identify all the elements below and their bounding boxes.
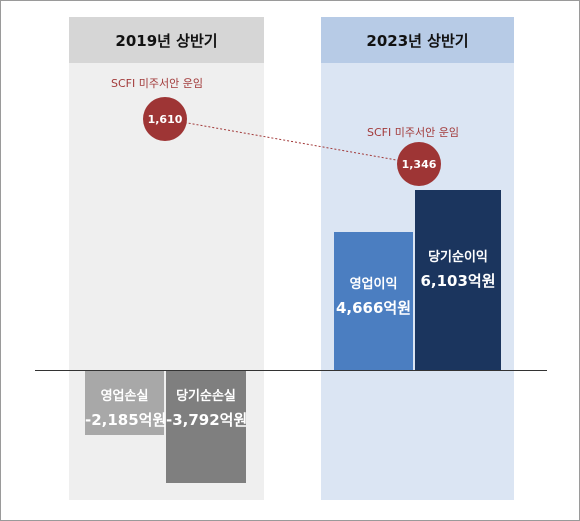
bar-value-operating-loss: -2,185억원 — [85, 411, 167, 429]
bar-label-operating-loss: 영업손실 — [100, 389, 149, 404]
panel-2019-title: 2019년 상반기 — [69, 17, 264, 63]
bar-operating-profit: 영업이익 4,666억원 — [334, 232, 413, 370]
bar-net-profit: 당기순이익 6,103억원 — [415, 190, 501, 370]
bar-value-net-profit: 6,103억원 — [420, 272, 496, 291]
scfi-label-2019: SCFI 미주서안 운임 — [111, 77, 203, 90]
bar-value-net-loss: -3,792억원 — [166, 411, 248, 429]
panel-2023-title: 2023년 상반기 — [321, 17, 514, 63]
bar-label-net-profit: 당기순이익 — [428, 250, 488, 266]
bar-net-loss: 당기순손실 -3,792억원 — [166, 371, 248, 483]
bar-value-operating-profit: 4,666억원 — [335, 298, 412, 317]
bar-label-net-loss: 당기순손실 — [176, 389, 236, 404]
scfi-bubble-2019: 1,610 — [143, 97, 187, 141]
scfi-label-2023: SCFI 미주서안 운임 — [367, 126, 459, 139]
zero-baseline — [35, 370, 547, 371]
bar-operating-loss: 영업손실 -2,185억원 — [85, 371, 167, 436]
bar-label-operating-profit: 영업이익 — [349, 276, 398, 292]
scfi-bubble-2023: 1,346 — [397, 142, 441, 186]
